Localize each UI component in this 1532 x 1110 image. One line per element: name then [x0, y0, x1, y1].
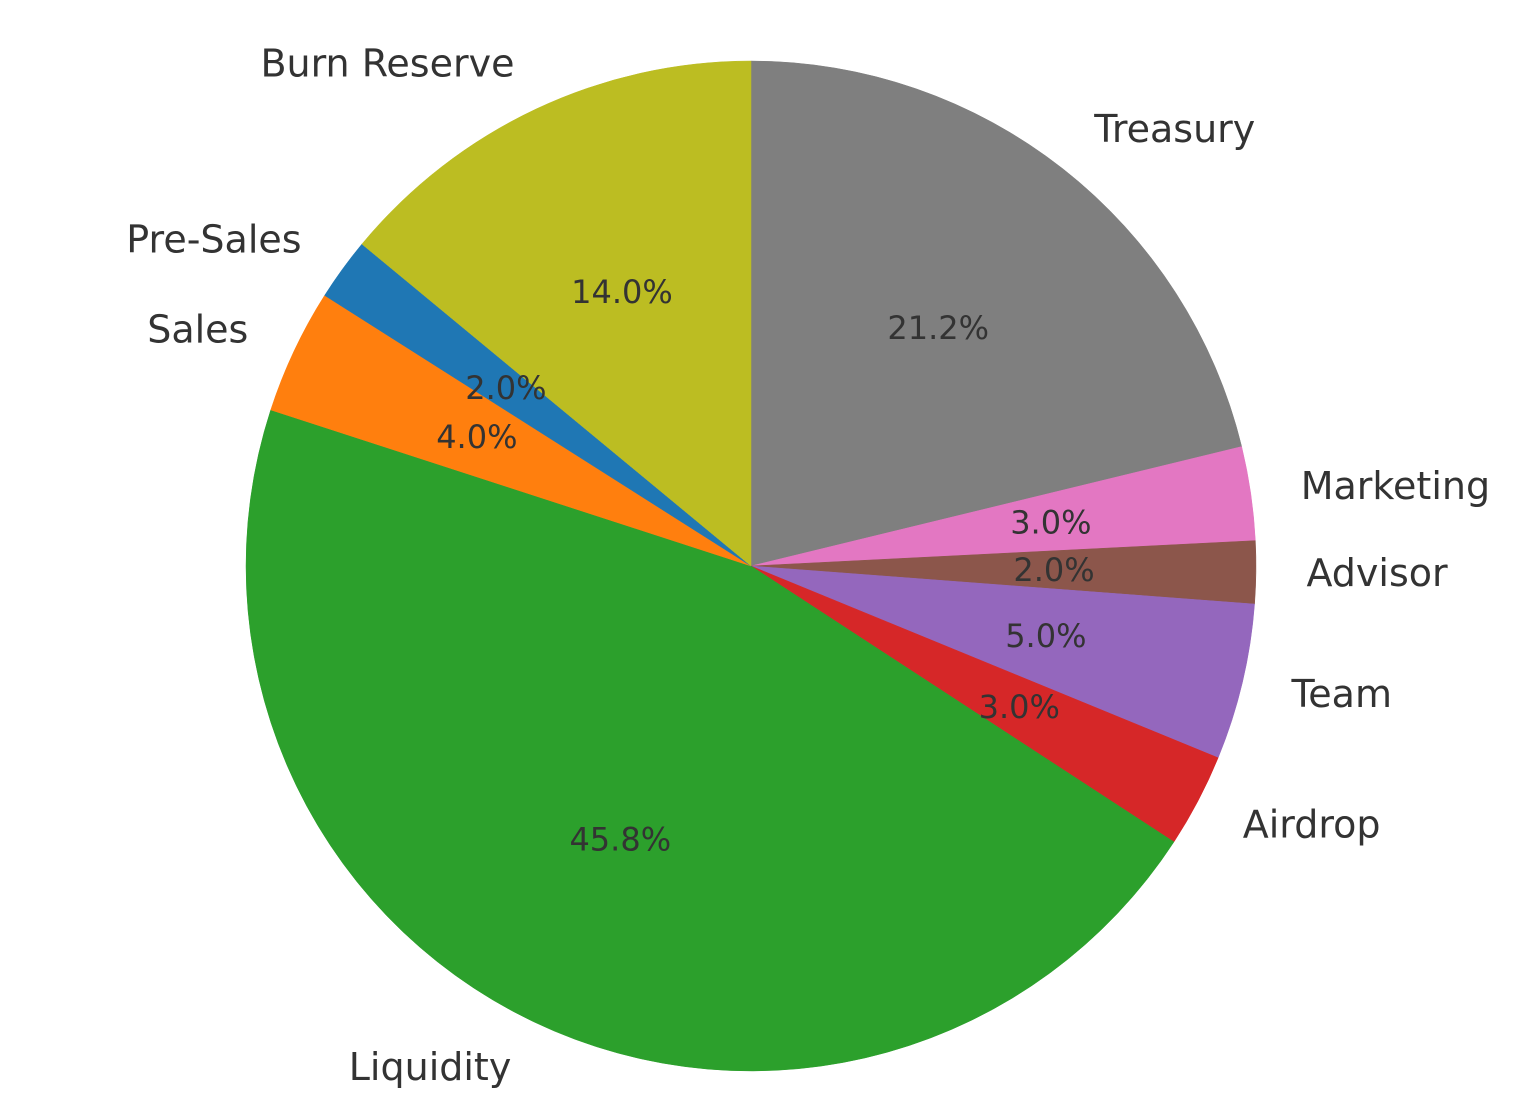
- percent-label-team: 5.0%: [1005, 617, 1086, 655]
- category-label-pre-sales: Pre-Sales: [126, 217, 301, 261]
- percent-label-sales: 4.0%: [436, 418, 517, 456]
- category-label-treasury: Treasury: [1093, 107, 1255, 151]
- percent-label-pre-sales: 2.0%: [465, 369, 546, 407]
- category-label-team: Team: [1291, 672, 1392, 716]
- category-label-advisor: Advisor: [1306, 551, 1448, 595]
- category-label-marketing: Marketing: [1301, 464, 1490, 508]
- category-label-airdrop: Airdrop: [1243, 802, 1381, 846]
- percent-label-marketing: 3.0%: [1010, 503, 1091, 541]
- pie-slice-treasury: [750, 60, 1242, 567]
- pie-slice-burn-reserve: [361, 60, 752, 567]
- percent-label-burn-reserve: 14.0%: [571, 273, 673, 311]
- category-label-sales: Sales: [147, 307, 248, 351]
- category-label-burn-reserve: Burn Reserve: [260, 41, 514, 85]
- percent-labels-layer: 21.2% 3.0% 2.0% 5.0% 3.0% 45.8% 4.0% 2.0% 14.0%: [436, 273, 1094, 859]
- percent-label-advisor: 2.0%: [1013, 551, 1094, 589]
- slices-layer: [245, 60, 1257, 1072]
- percent-label-treasury: 21.2%: [887, 309, 989, 347]
- category-label-liquidity: Liquidity: [349, 1045, 512, 1089]
- category-labels-layer: Treasury Marketing Advisor Team Airdrop Liqui…: [126, 41, 1490, 1089]
- pie-slice-liquidity: [245, 409, 1175, 1072]
- percent-label-liquidity: 45.8%: [569, 820, 671, 858]
- pie-slice-team: [750, 565, 1255, 759]
- percent-label-airdrop: 3.0%: [979, 688, 1060, 726]
